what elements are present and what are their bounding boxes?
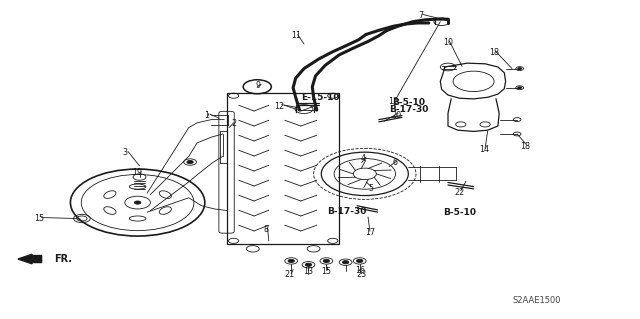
Text: 21: 21 [284, 271, 294, 279]
Text: 4: 4 [361, 154, 366, 163]
Text: 7: 7 [419, 11, 424, 20]
Text: S2AAE1500: S2AAE1500 [512, 296, 561, 305]
Text: B-17-30: B-17-30 [327, 207, 367, 216]
Text: 1: 1 [204, 111, 209, 120]
Text: 16: 16 [355, 266, 365, 275]
Text: 2: 2 [231, 119, 236, 128]
Text: 15: 15 [321, 267, 332, 276]
Text: B-5-10: B-5-10 [392, 98, 425, 107]
Text: 5: 5 [369, 184, 374, 193]
Text: 8: 8 [263, 225, 268, 234]
Text: 23: 23 [356, 271, 367, 279]
Text: 6: 6 [392, 158, 397, 167]
Text: 11: 11 [291, 31, 301, 40]
Circle shape [356, 259, 363, 263]
Text: 20: 20 [392, 111, 402, 120]
Text: 18: 18 [489, 48, 499, 57]
Text: E-15-10: E-15-10 [301, 93, 339, 102]
Text: 10: 10 [443, 38, 453, 47]
Circle shape [134, 201, 141, 204]
Circle shape [323, 259, 330, 263]
Text: 19: 19 [132, 168, 143, 177]
Text: 3: 3 [122, 148, 127, 157]
Circle shape [187, 160, 193, 164]
Text: 15: 15 [35, 214, 45, 223]
Circle shape [518, 68, 522, 70]
Circle shape [342, 261, 349, 264]
Text: B-17-30: B-17-30 [388, 105, 428, 114]
Text: 17: 17 [365, 228, 375, 237]
Text: 9: 9 [256, 81, 261, 90]
Circle shape [288, 259, 294, 263]
Circle shape [518, 87, 522, 89]
Text: 13: 13 [303, 267, 314, 276]
Text: 14: 14 [479, 145, 489, 154]
Text: FR.: FR. [54, 254, 72, 264]
Text: 22: 22 [454, 188, 465, 197]
Text: 18: 18 [520, 142, 530, 151]
Text: 12: 12 [275, 102, 285, 111]
FancyArrow shape [18, 254, 42, 264]
Text: B-5-10: B-5-10 [443, 208, 476, 217]
Circle shape [305, 263, 312, 266]
Text: 12: 12 [388, 97, 399, 106]
